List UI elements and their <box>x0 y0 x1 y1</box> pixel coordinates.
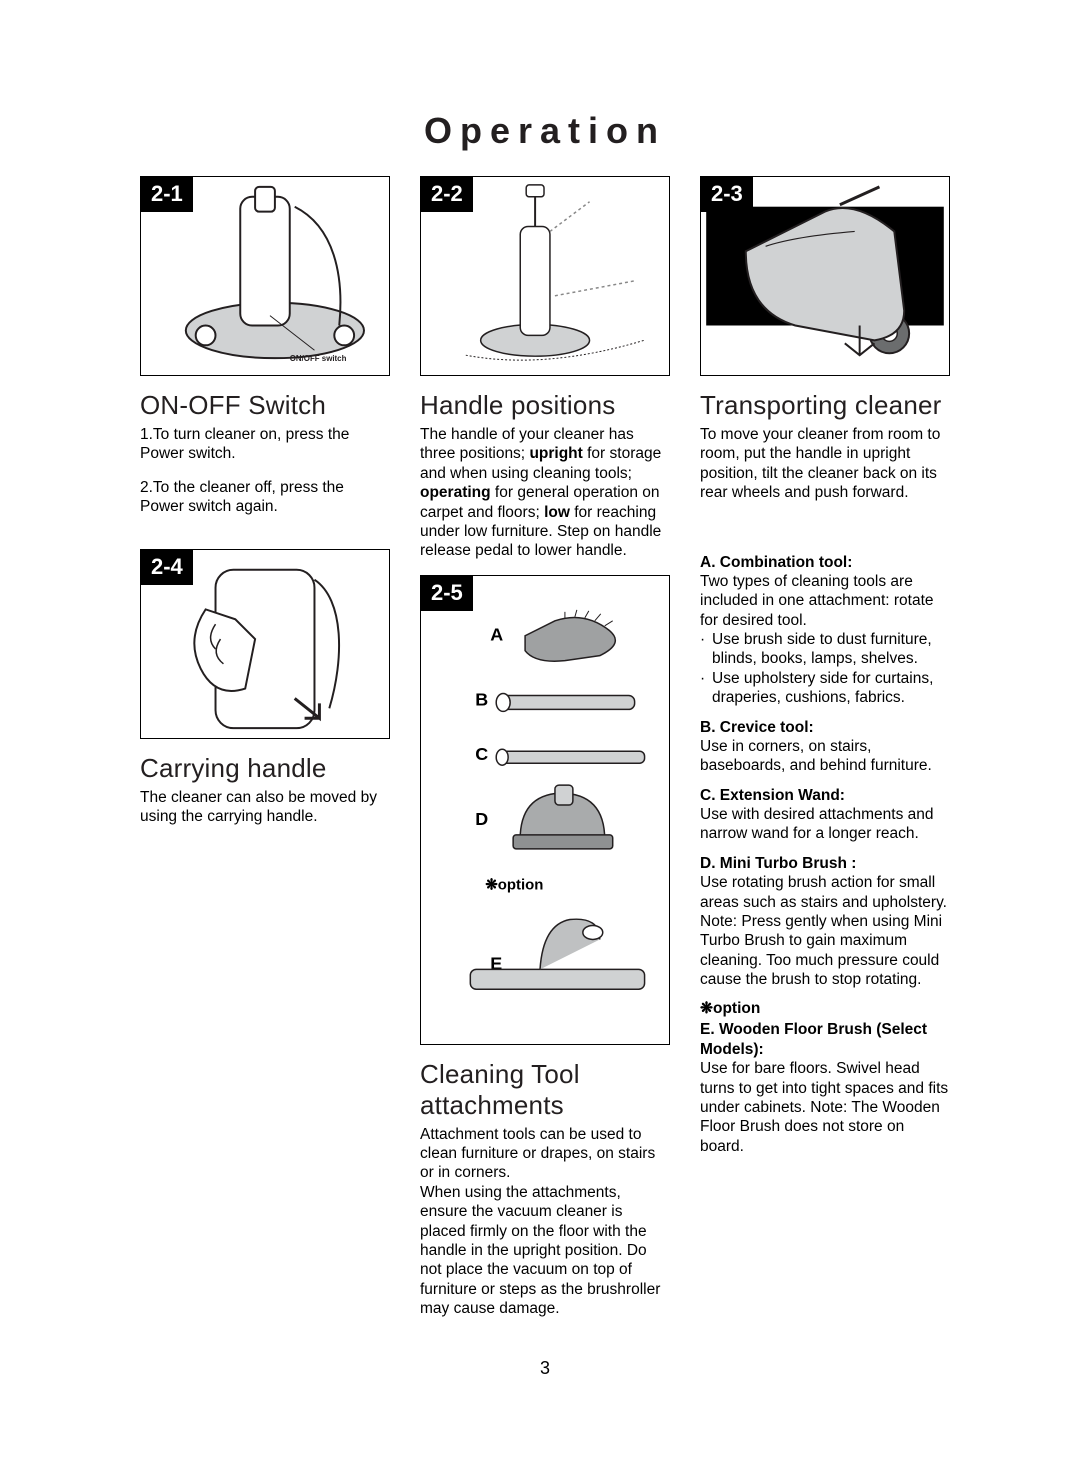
heading-transport: Transporting cleaner <box>700 390 950 421</box>
tool-a-head: A. Combination tool: <box>700 553 950 572</box>
tool-c-text: Use with desired attachments and narrow … <box>700 805 950 844</box>
handle-b3: low <box>544 504 570 521</box>
figure-2-5-illustration: A B C D ❋ <box>421 576 669 1044</box>
onoff-switch-caption: ON/OFF switch <box>290 354 347 363</box>
tool-c: C. Extension Wand: Use with desired atta… <box>700 786 950 844</box>
tool-label-c: C <box>475 744 488 764</box>
page-number: 3 <box>140 1358 950 1379</box>
tool-label-d: D <box>475 809 488 829</box>
tool-a-sub1: Use brush side to dust furniture, blinds… <box>700 630 950 669</box>
tool-list: A. Combination tool: Two types of cleani… <box>700 553 950 1167</box>
carry-text: The cleaner can also be moved by using t… <box>140 788 390 827</box>
tool-d-head: D. Mini Turbo Brush : <box>700 854 950 873</box>
tool-label-b: B <box>475 689 488 709</box>
heading-carry: Carrying handle <box>140 753 390 784</box>
tool-b-text: Use in corners, on stairs, baseboards, a… <box>700 737 950 776</box>
onoff-step-2: 2.To the cleaner off, press the Power sw… <box>140 478 390 517</box>
page-title: Operation <box>140 110 950 152</box>
heading-clean: Cleaning Tool attachments <box>420 1059 670 1121</box>
figure-num-2-4: 2-4 <box>141 550 193 585</box>
onoff-step-1: 1.To turn cleaner on, press the Power sw… <box>140 425 390 464</box>
handle-text: The handle of your cleaner has three pos… <box>420 425 670 561</box>
content-columns: 2-1 ON/OFF switch ON-OFF Switch 1.To tur… <box>140 176 950 1318</box>
column-2: 2-2 Handle positions The handle of your … <box>420 176 670 1318</box>
figure-num-2-3: 2-3 <box>701 177 753 212</box>
onoff-text: 1.To turn cleaner on, press the Power sw… <box>140 425 390 531</box>
tool-b: B. Crevice tool: Use in corners, on stai… <box>700 718 950 776</box>
figure-num-2-1: 2-1 <box>141 177 193 212</box>
transport-text: To move your cleaner from room to room, … <box>700 425 950 503</box>
column-3: 2-3 Transporting cleaner To move your cl… <box>700 176 950 1318</box>
heading-handle: Handle positions <box>420 390 670 421</box>
tool-c-head: C. Extension Wand: <box>700 786 950 805</box>
handle-b2: operating <box>420 484 491 501</box>
figure-num-2-5: 2-5 <box>421 576 473 611</box>
handle-b1: upright <box>529 445 582 462</box>
tool-option: ❋option <box>700 999 950 1018</box>
tool-a: A. Combination tool: Two types of cleani… <box>700 553 950 708</box>
figure-2-2: 2-2 <box>420 176 670 376</box>
tool-e: E. Wooden Floor Brush (Select Models): U… <box>700 1020 950 1156</box>
tool-b-head: B. Crevice tool: <box>700 718 950 737</box>
tool-e-head: E. Wooden Floor Brush (Select Models): <box>700 1020 950 1059</box>
tool-a-text: Two types of cleaning tools are included… <box>700 572 950 630</box>
clean-text: Attachment tools can be used to clean fu… <box>420 1125 670 1319</box>
figure-2-4: 2-4 <box>140 549 390 739</box>
tool-label-a: A <box>490 624 503 644</box>
figure-2-3: 2-3 <box>700 176 950 376</box>
tool-d: D. Mini Turbo Brush : Use rotating brush… <box>700 854 950 990</box>
figure-2-5: 2-5 A B C D <box>420 575 670 1045</box>
figure-num-2-2: 2-2 <box>421 177 473 212</box>
figure-2-1: 2-1 ON/OFF switch <box>140 176 390 376</box>
option-label: ❋option <box>485 876 543 893</box>
tool-a-sub2: Use upholstery side for curtains, draper… <box>700 669 950 708</box>
heading-onoff: ON-OFF Switch <box>140 390 390 421</box>
tool-e-text: Use for bare floors. Swivel head turns t… <box>700 1059 950 1156</box>
column-1: 2-1 ON/OFF switch ON-OFF Switch 1.To tur… <box>140 176 390 1318</box>
tool-d-text: Use rotating brush action for small area… <box>700 873 950 989</box>
